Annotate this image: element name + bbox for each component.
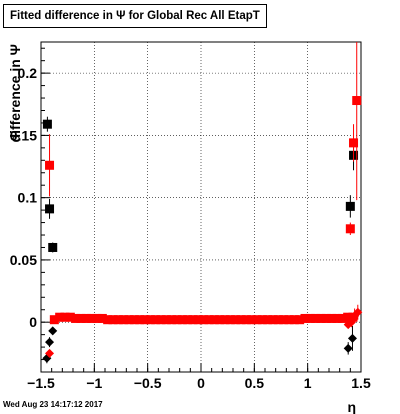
data-point-square bbox=[193, 315, 203, 325]
chart-title: Fitted difference in Ψ for Global Rec Al… bbox=[3, 4, 267, 28]
data-point-square bbox=[268, 315, 278, 325]
data-point-square bbox=[87, 313, 97, 323]
data-point-square bbox=[279, 315, 289, 325]
data-point-square bbox=[321, 313, 331, 323]
data-point-square bbox=[124, 315, 134, 325]
data-point-square bbox=[352, 96, 362, 106]
data-point-diamond bbox=[48, 326, 58, 336]
data-point-square bbox=[60, 312, 70, 322]
data-point-square bbox=[289, 315, 299, 325]
data-point-square bbox=[327, 313, 337, 323]
x-tick-label: −0.5 bbox=[134, 375, 162, 391]
data-points bbox=[42, 42, 363, 364]
x-tick-label: 1.5 bbox=[351, 375, 371, 391]
data-point-square bbox=[81, 313, 91, 323]
data-point-square bbox=[349, 138, 359, 148]
data-point-square bbox=[295, 315, 305, 325]
data-point-square bbox=[345, 224, 355, 234]
data-point-square bbox=[65, 312, 75, 322]
tick-labels: −1.5 −1 −0.5 0 0.5 1 1.5 0 0.05 0.1 0.15 0.2 bbox=[10, 65, 371, 391]
data-point-square bbox=[188, 315, 198, 325]
y-axis-label: difference in Ψ bbox=[7, 44, 23, 142]
data-point-diamond bbox=[347, 333, 357, 343]
data-point-square bbox=[183, 315, 193, 325]
data-point-square bbox=[76, 313, 86, 323]
data-point-square bbox=[42, 119, 52, 129]
y-tick-label: 0 bbox=[29, 314, 37, 330]
data-point-square bbox=[135, 315, 145, 325]
data-point-square bbox=[209, 315, 219, 325]
data-point-square bbox=[129, 315, 139, 325]
data-point-square bbox=[45, 204, 55, 214]
data-point-square bbox=[145, 315, 155, 325]
timestamp: Wed Aug 23 14:17:12 2017 bbox=[3, 400, 103, 409]
data-point-square bbox=[345, 201, 355, 211]
y-tick-label: 0.15 bbox=[10, 127, 37, 143]
x-tick-label: 1 bbox=[304, 375, 312, 391]
data-point-square bbox=[348, 312, 358, 322]
y-tick-label: 0.1 bbox=[18, 190, 38, 206]
data-point-square bbox=[97, 313, 107, 323]
data-point-square bbox=[140, 315, 150, 325]
data-point-diamond bbox=[343, 343, 353, 353]
data-point-square bbox=[311, 313, 321, 323]
data-point-square bbox=[55, 312, 65, 322]
data-point-square bbox=[273, 315, 283, 325]
data-point-square bbox=[49, 315, 59, 325]
data-point-square bbox=[343, 312, 353, 322]
data-point-square bbox=[332, 313, 342, 323]
data-point-square bbox=[337, 313, 347, 323]
data-point-square bbox=[45, 160, 55, 170]
y-tick-label: 0.2 bbox=[18, 65, 38, 81]
data-point-square bbox=[167, 315, 177, 325]
data-point-square bbox=[263, 315, 273, 325]
data-point-square bbox=[225, 315, 235, 325]
x-tick-label: −1.5 bbox=[27, 375, 55, 391]
data-point-square bbox=[241, 315, 251, 325]
data-point-square bbox=[247, 315, 257, 325]
data-point-square bbox=[92, 313, 102, 323]
data-point-square bbox=[220, 315, 230, 325]
data-point-square bbox=[236, 315, 246, 325]
data-point-square bbox=[252, 315, 262, 325]
data-point-square bbox=[300, 313, 310, 323]
data-point-square bbox=[172, 315, 182, 325]
data-point-square bbox=[48, 242, 58, 252]
data-point-diamond bbox=[45, 348, 55, 358]
data-point-square bbox=[257, 315, 267, 325]
x-tick-label: 0 bbox=[197, 375, 205, 391]
data-point-square bbox=[177, 315, 187, 325]
data-point-square bbox=[316, 313, 326, 323]
data-point-square bbox=[204, 315, 214, 325]
data-point-square bbox=[151, 315, 161, 325]
data-point-square bbox=[119, 315, 129, 325]
data-point-square bbox=[108, 315, 118, 325]
axis-ticks bbox=[40, 47, 362, 373]
data-point-square bbox=[71, 313, 81, 323]
data-point-square bbox=[161, 315, 171, 325]
data-point-square bbox=[284, 315, 294, 325]
x-axis-label: η bbox=[347, 399, 356, 414]
data-point-square bbox=[305, 313, 315, 323]
y-tick-label: 0.05 bbox=[10, 252, 37, 268]
data-point-square bbox=[215, 315, 225, 325]
x-tick-label: −1 bbox=[86, 375, 102, 391]
data-point-square bbox=[103, 315, 113, 325]
x-tick-label: 0.5 bbox=[245, 375, 265, 391]
data-point-square bbox=[199, 315, 209, 325]
data-point-square bbox=[113, 315, 123, 325]
data-point-square bbox=[156, 315, 166, 325]
data-point-diamond bbox=[45, 337, 55, 347]
data-point-square bbox=[231, 315, 241, 325]
